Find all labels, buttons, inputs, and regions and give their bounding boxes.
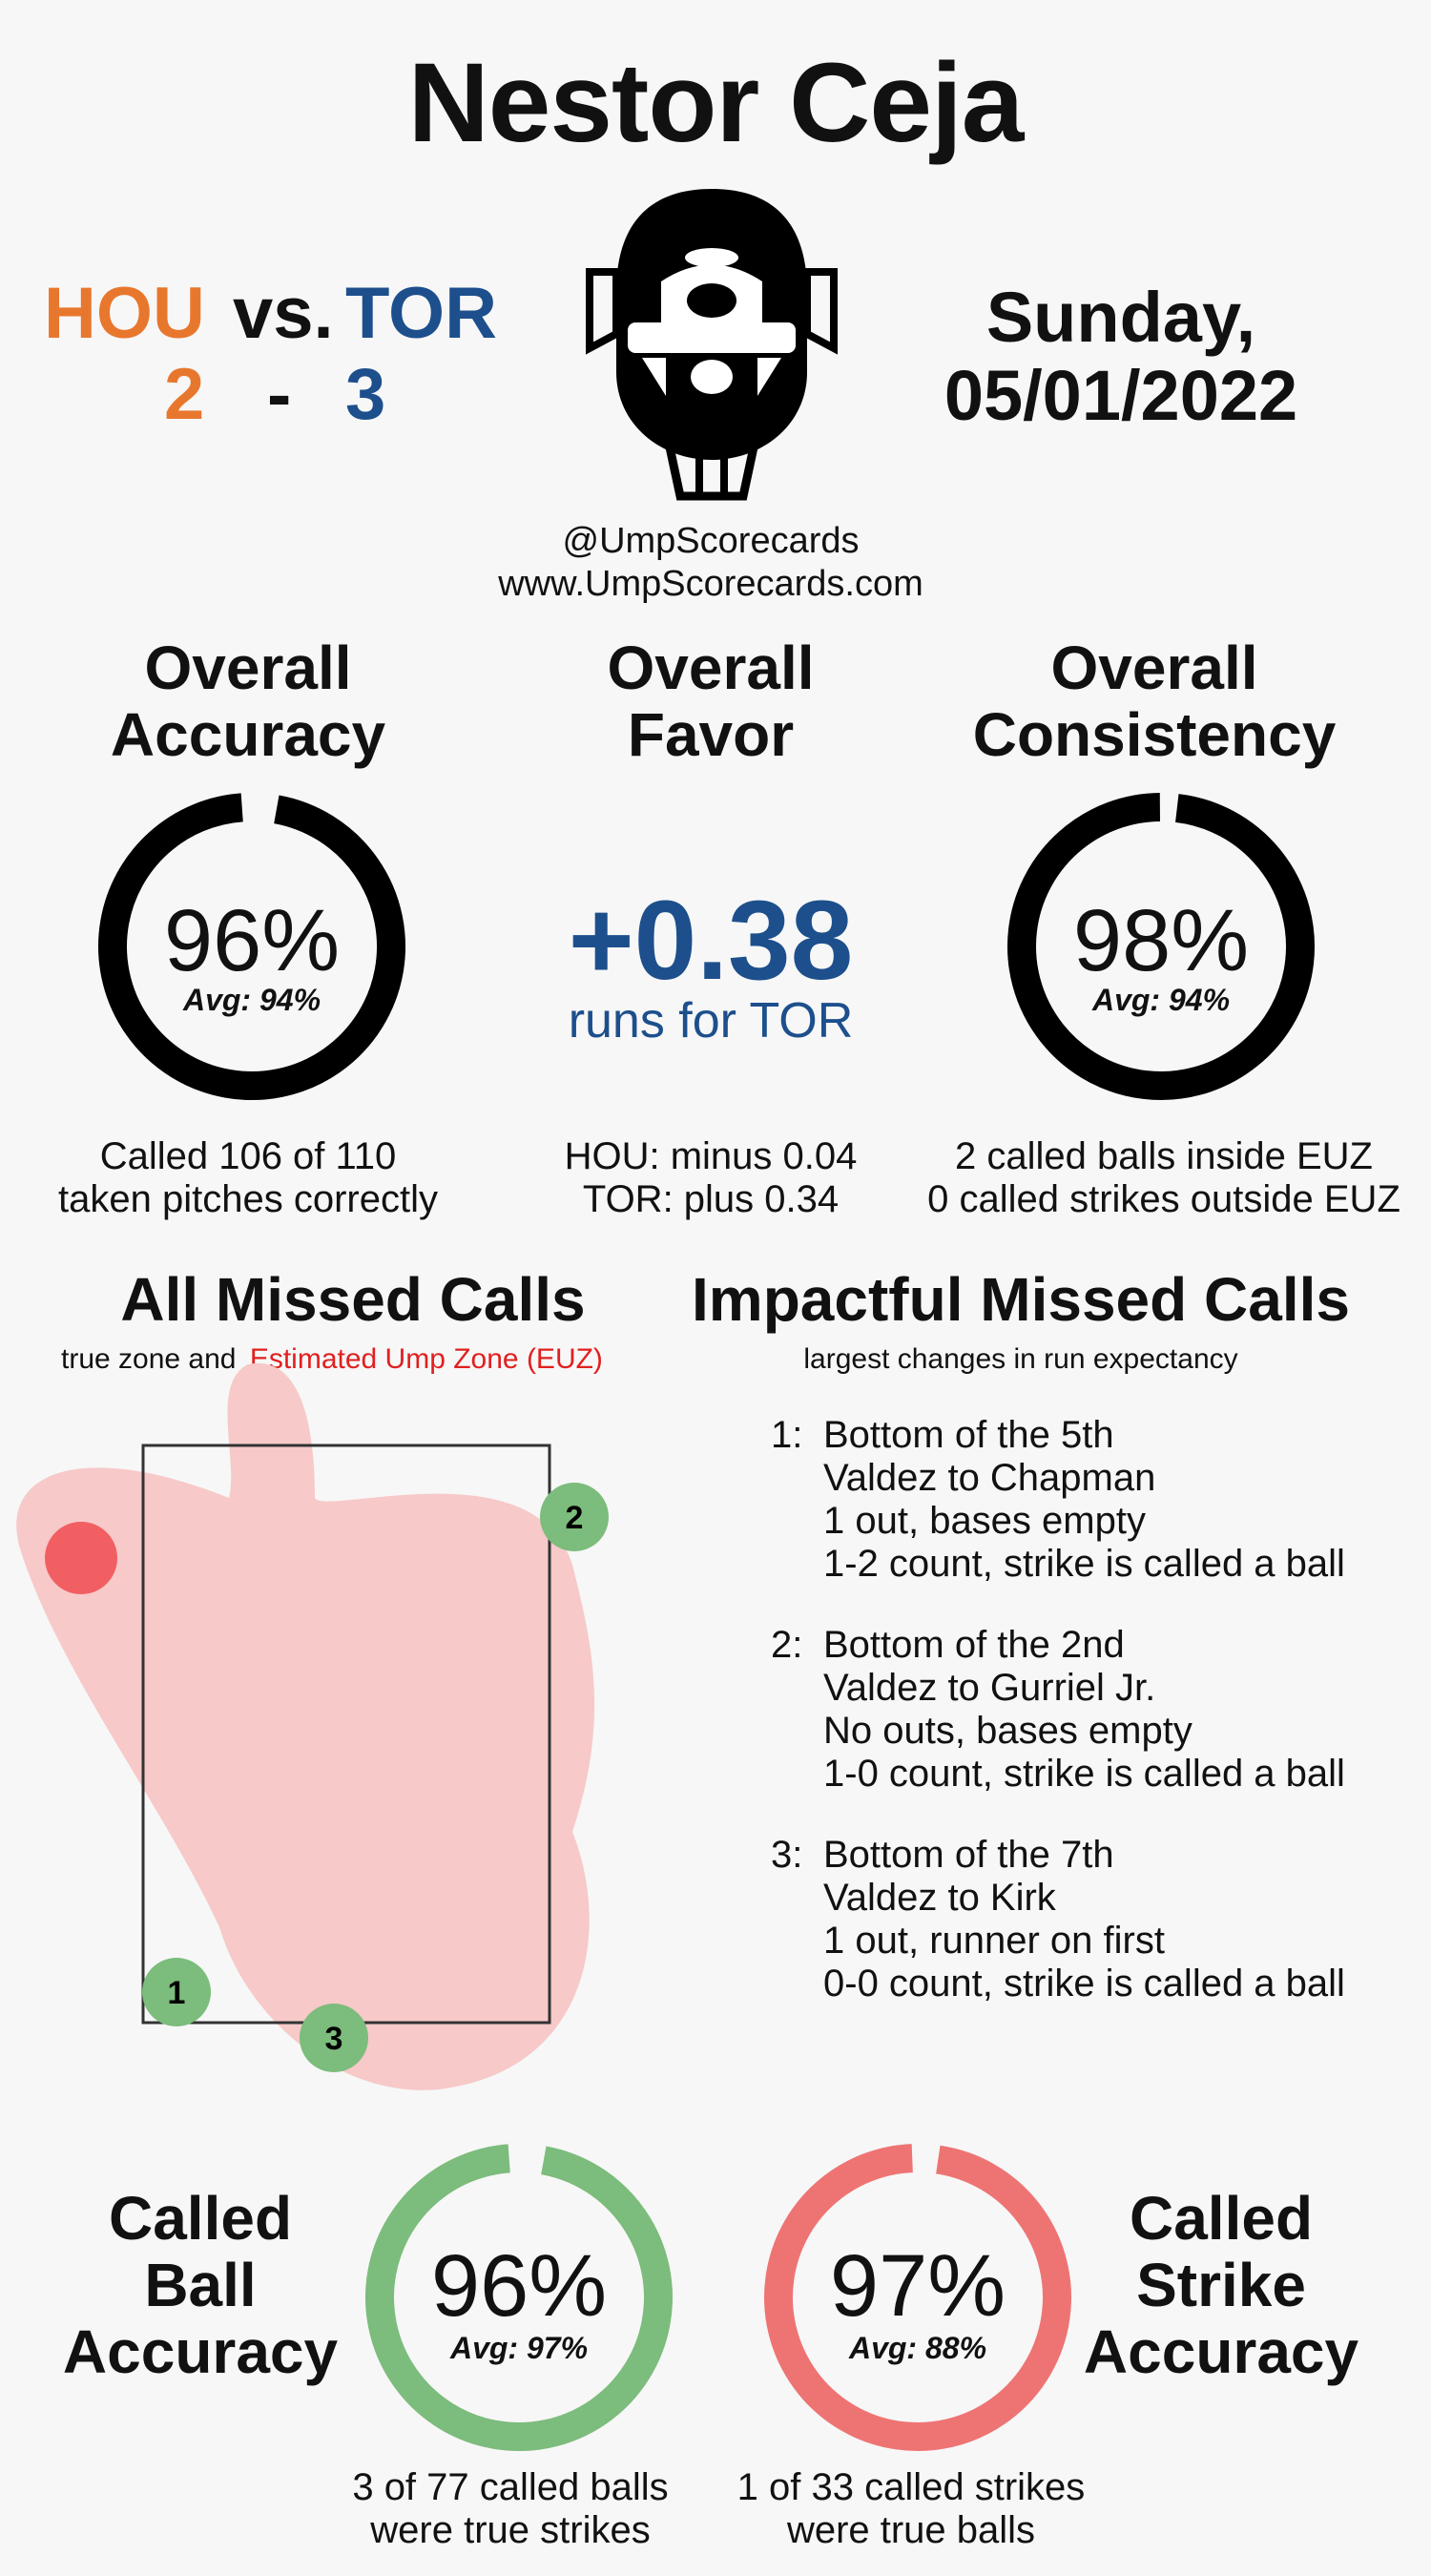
consistency-avg: Avg: 94% [1091, 983, 1231, 1017]
website: www.UmpScorecards.com [498, 564, 923, 604]
title-line: Accuracy [110, 700, 386, 769]
missed-call-3: 3 [300, 2004, 368, 2072]
favor-value: +0.38 [568, 878, 854, 1004]
marker-dot [300, 2004, 368, 2072]
called-ball-value: 96% [430, 2237, 608, 2335]
umpire-mask-icon [586, 189, 838, 501]
overall-consistency-title: Overall Consistency [940, 634, 1369, 768]
accuracy-description: Called 106 of 110 taken pitches correctl… [19, 1135, 477, 1221]
missed-calls-title: All Missed Calls [120, 1265, 586, 1334]
consistency-ring [1007, 793, 1315, 1100]
title-line: Strike [1136, 2251, 1306, 2319]
marker-dot [142, 1958, 211, 2026]
away-score: 2 [164, 354, 205, 435]
favor-unit: runs for TOR [568, 993, 854, 1049]
home-score: 3 [345, 354, 386, 435]
accuracy-ring-arc [98, 793, 405, 1100]
title-line: Accuracy [1083, 2317, 1359, 2386]
title-line: Overall [144, 634, 352, 702]
item-line: 1 out, runner on first [823, 1920, 1165, 1962]
marker-dot [540, 1483, 609, 1551]
desc-line: taken pitches correctly [58, 1178, 438, 1220]
score-dash: - [267, 354, 292, 435]
title-line: Accuracy [62, 2317, 339, 2386]
consistency-value: 98% [1072, 892, 1250, 989]
item-line: 0-0 count, strike is called a ball [823, 1963, 1345, 2005]
called-ball-ring [365, 2144, 673, 2451]
umpire-name: Nestor Ceja [407, 40, 1025, 166]
item-number: 3: [771, 1834, 803, 1876]
desc-line: were true balls [786, 2509, 1036, 2551]
desc-line: were true strikes [370, 2509, 651, 2551]
item-line: Bottom of the 2nd [823, 1624, 1125, 1666]
missed-calls-subtitle: true zone and Estimated Ump Zone (EUZ) [61, 1343, 603, 1376]
called-strike-avg: Avg: 88% [848, 2331, 987, 2365]
overall-favor-title: Overall Favor [520, 634, 902, 768]
away-team: HOU [44, 273, 205, 354]
title-line: Overall [607, 634, 815, 702]
item-line: Valdez to Kirk [823, 1877, 1056, 1919]
desc-line: 2 called balls inside EUZ [955, 1135, 1373, 1177]
desc-line: Called 106 of 110 [99, 1135, 397, 1177]
item-line: 1-2 count, strike is called a ball [823, 1543, 1345, 1585]
item-lines: Bottom of the 7th Valdez to Kirk 1 out, … [823, 1834, 1345, 2005]
euz-region [16, 1362, 595, 2090]
accuracy-value: 96% [163, 892, 341, 989]
overall-accuracy-title: Overall Accuracy [57, 634, 439, 768]
missed-call-red [45, 1522, 117, 1594]
called-strike-description: 1 of 33 called strikes were true balls [711, 2466, 1111, 2552]
favor-description: HOU: minus 0.04 TOR: plus 0.34 [520, 1135, 902, 1221]
missed-call-2: 2 [540, 1483, 609, 1551]
called-ball-description: 3 of 77 called balls were true strikes [315, 2466, 706, 2552]
marker-label: 2 [566, 1500, 584, 1536]
item-number: 2: [771, 1624, 803, 1666]
desc-line: 0 called strikes outside EUZ [927, 1178, 1400, 1220]
desc-line: HOU: minus 0.04 [564, 1135, 858, 1177]
accuracy-avg: Avg: 94% [182, 983, 321, 1017]
item-lines: Bottom of the 2nd Valdez to Gurriel Jr. … [823, 1624, 1345, 1796]
consistency-description: 2 called balls inside EUZ 0 called strik… [906, 1135, 1421, 1221]
vs-label: vs. [233, 273, 334, 354]
called-strike-title: Called Strike Accuracy [1068, 2185, 1374, 2385]
title-line: Called [1129, 2184, 1314, 2253]
called-ball-ring-arc [365, 2144, 673, 2451]
called-ball-avg: Avg: 97% [449, 2331, 589, 2365]
desc-line: 1 of 33 called strikes [736, 2466, 1086, 2508]
called-strike-ring [764, 2144, 1071, 2451]
impactful-title: Impactful Missed Calls [692, 1265, 1350, 1334]
title-line: Overall [1050, 634, 1258, 702]
item-number: 1: [771, 1414, 803, 1456]
desc-line: 3 of 77 called balls [352, 2466, 669, 2508]
title-line: Called [108, 2184, 293, 2253]
subtitle-euz: Estimated Ump Zone (EUZ) [249, 1343, 603, 1375]
impactful-subtitle: largest changes in run expectancy [803, 1343, 1238, 1375]
home-team: TOR [345, 273, 498, 354]
item-line: No outs, bases empty [823, 1710, 1192, 1752]
title-line: Consistency [972, 700, 1337, 769]
subtitle-plain: true zone and [61, 1343, 237, 1375]
marker-label: 3 [325, 2021, 343, 2057]
item-line: Valdez to Gurriel Jr. [823, 1667, 1156, 1709]
missed-call-1: 1 [142, 1958, 211, 2026]
item-lines: Bottom of the 5th Valdez to Chapman 1 ou… [823, 1414, 1345, 1586]
twitter-handle: @UmpScorecards [562, 521, 860, 561]
game-date: 05/01/2022 [944, 356, 1298, 435]
game-day: Sunday, [985, 278, 1256, 357]
item-line: 1 out, bases empty [823, 1500, 1146, 1542]
title-line: Ball [144, 2251, 257, 2319]
item-line: Bottom of the 5th [823, 1414, 1114, 1456]
marker-label: 1 [168, 1975, 186, 2011]
called-ball-title: Called Ball Accuracy [38, 2185, 363, 2385]
item-line: 1-0 count, strike is called a ball [823, 1753, 1345, 1795]
item-line: Bottom of the 7th [823, 1834, 1114, 1876]
strike-zone-plot: 2 1 3 [16, 1362, 609, 2090]
title-line: Favor [627, 700, 795, 769]
desc-line: TOR: plus 0.34 [582, 1178, 840, 1220]
item-line: Valdez to Chapman [823, 1457, 1156, 1499]
called-strike-value: 97% [829, 2237, 1006, 2335]
accuracy-ring [98, 793, 405, 1100]
